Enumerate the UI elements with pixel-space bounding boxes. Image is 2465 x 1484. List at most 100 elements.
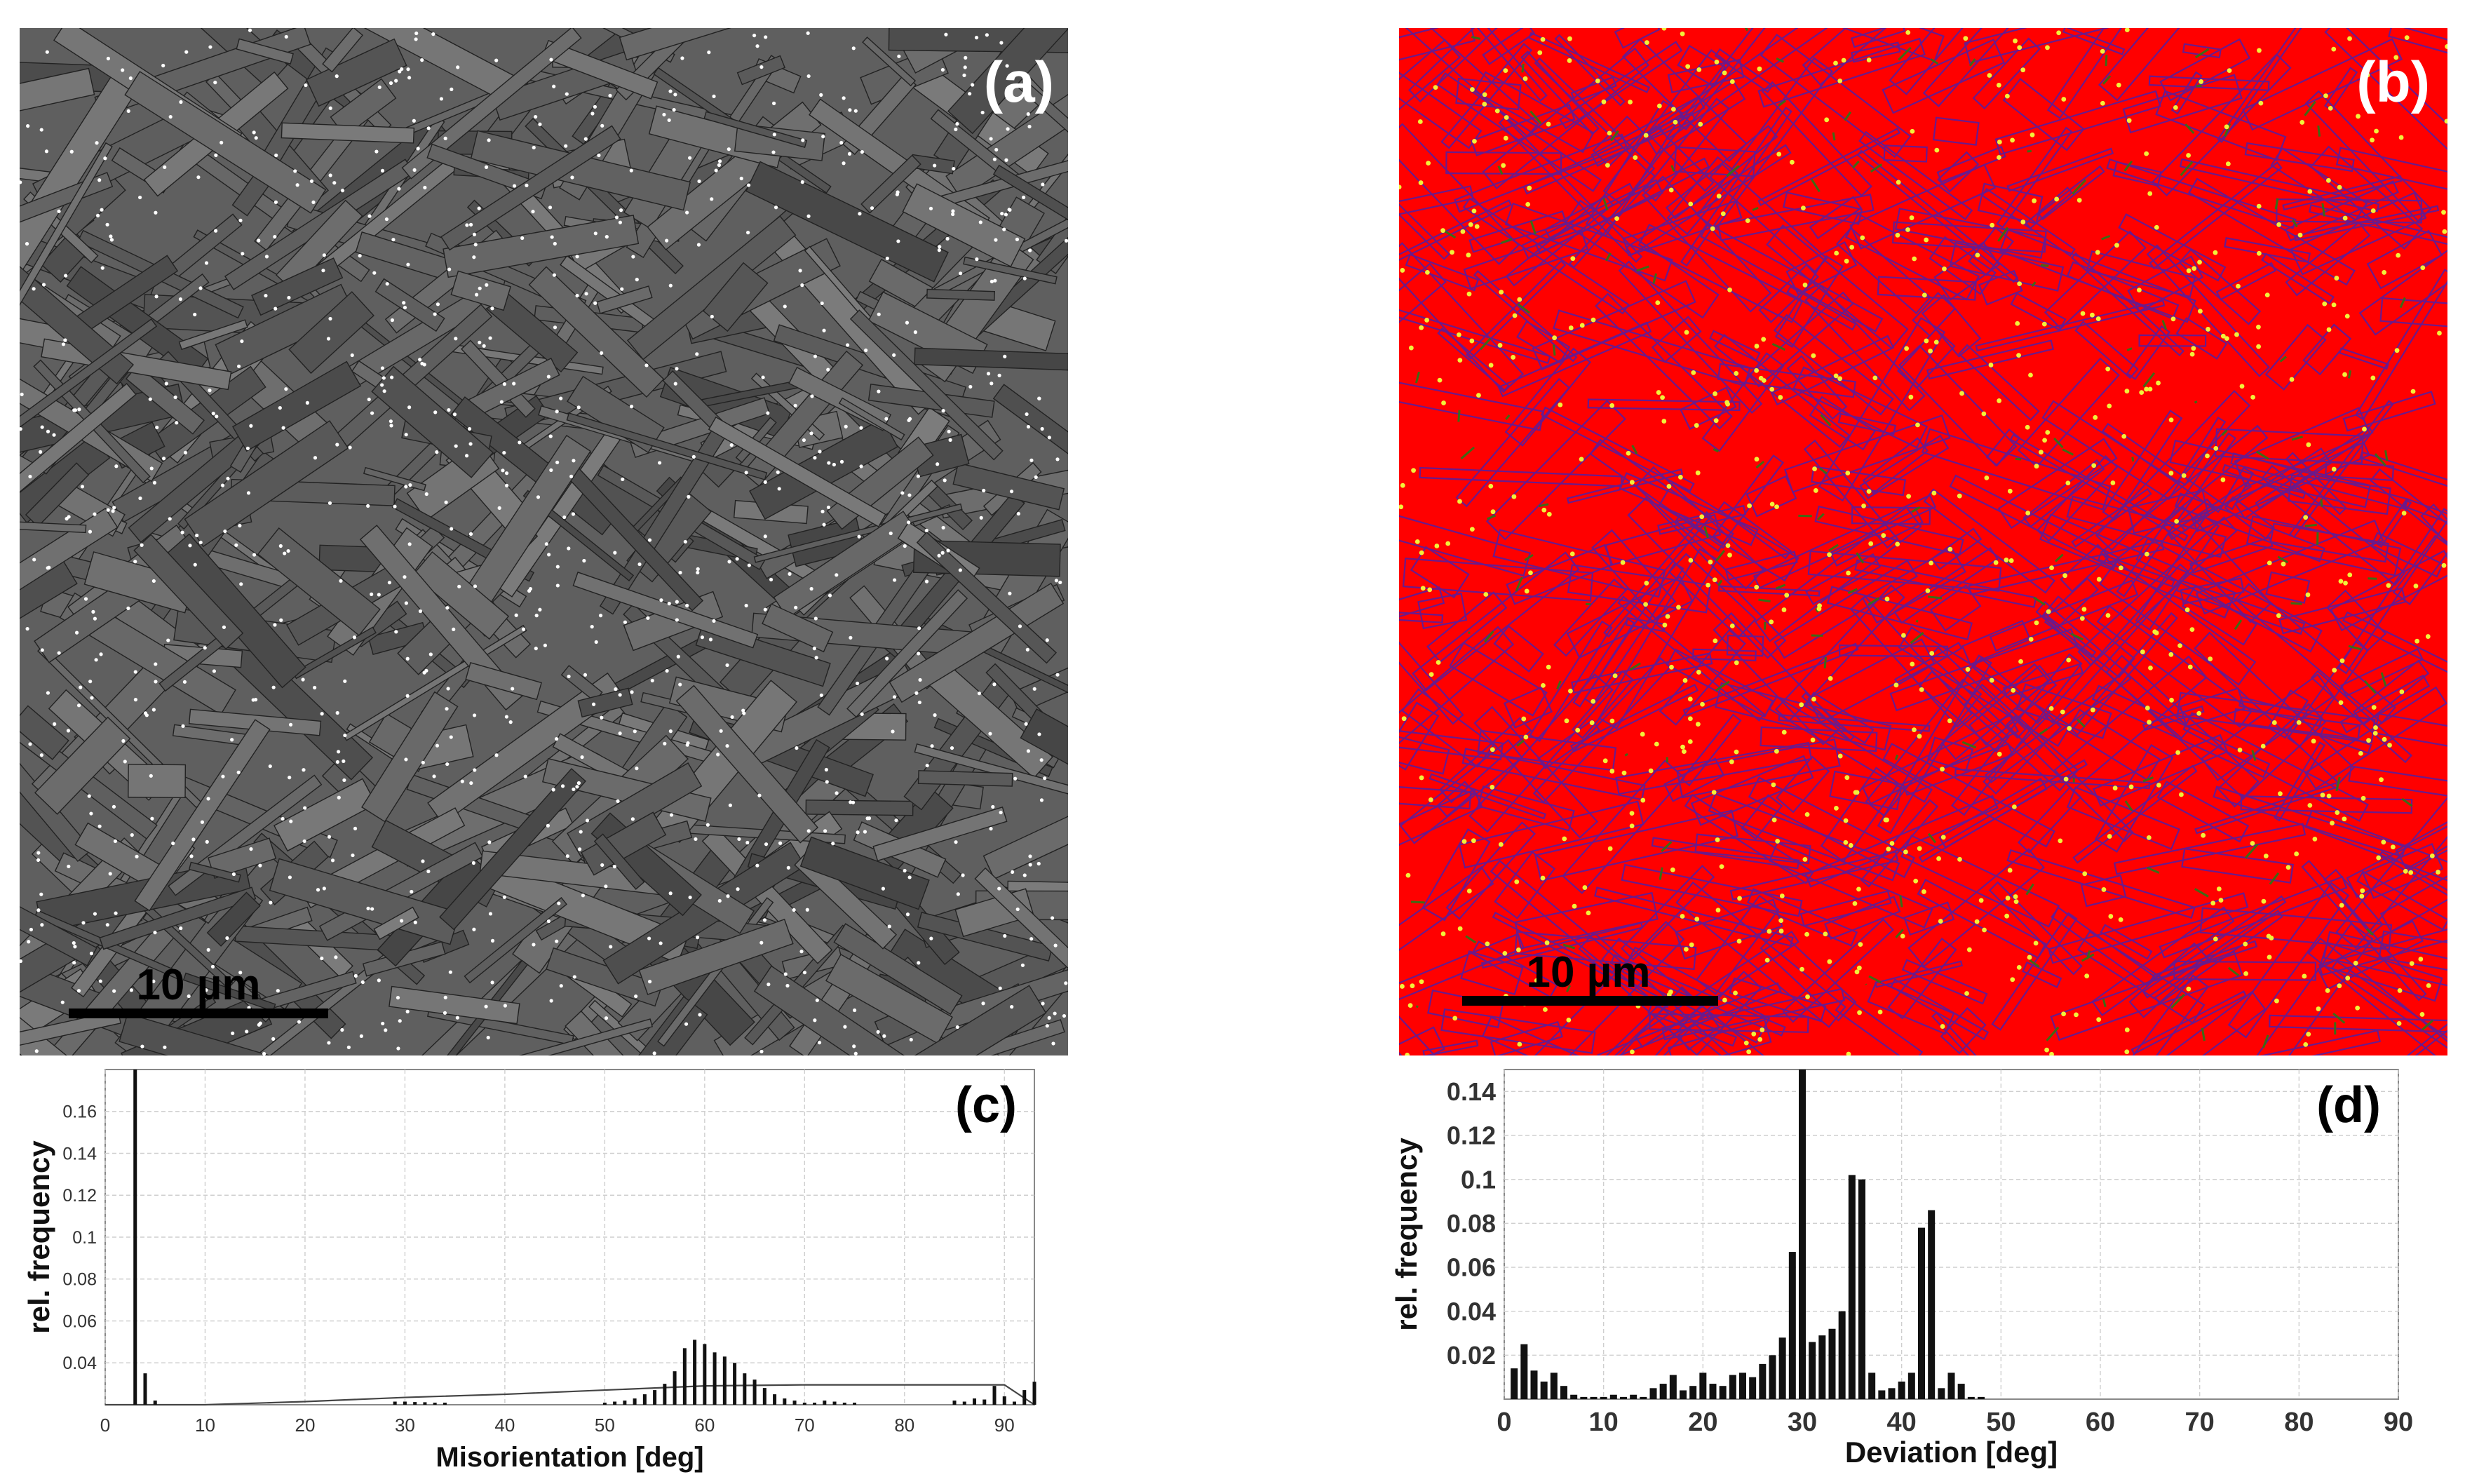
precipitate-dot <box>155 425 159 430</box>
boundary-shape <box>1783 191 1863 225</box>
precipitate-dot <box>74 630 79 635</box>
particle-dot <box>2224 336 2229 341</box>
precipitate-dot <box>154 295 158 299</box>
lath-shape <box>20 229 135 385</box>
precipitate-dot <box>815 998 819 1002</box>
particle-dot <box>2147 386 2153 392</box>
precipitate-dot <box>907 520 911 525</box>
precipitate-dot <box>673 93 677 97</box>
precipitate-dot <box>97 824 102 828</box>
boundary-shape <box>1901 959 1988 1005</box>
particle-dot <box>2090 312 2095 318</box>
precipitate-dot <box>809 431 813 436</box>
particle-dot <box>2366 738 2371 743</box>
precipitate-dot <box>93 912 97 916</box>
particle-dot <box>1570 256 1576 262</box>
boundary-shape <box>1929 584 1982 632</box>
histogram-bar <box>842 1403 846 1405</box>
precipitate-dot <box>487 138 491 142</box>
particle-dot <box>2331 46 2337 52</box>
particle-dot <box>2429 854 2435 858</box>
histogram-bar <box>1749 1377 1757 1399</box>
precipitate-dot <box>1041 182 1045 187</box>
boundary-shape <box>1760 929 1857 1022</box>
precipitate-dot <box>719 729 723 733</box>
particle-dot <box>2110 480 2116 485</box>
ebsd-background <box>1399 28 2447 1055</box>
boundary-shape <box>1912 292 1957 337</box>
precipitate-dot <box>175 421 179 425</box>
precipitate-dot <box>412 119 416 123</box>
precipitate-dot <box>313 456 318 460</box>
precipitate-dot <box>389 424 393 428</box>
x-tick-label: 20 <box>1688 1408 1717 1437</box>
precipitate-dot <box>490 938 495 943</box>
particle-dot <box>1729 759 1734 764</box>
precipitate-dot <box>612 865 616 869</box>
particle-dot <box>2234 332 2239 337</box>
particle-dot <box>1655 300 1661 306</box>
particle-dot <box>1643 602 1648 607</box>
boundary-shape <box>2105 654 2260 800</box>
precipitate-dot <box>1011 870 1015 874</box>
boundary-shape <box>2022 961 2062 988</box>
plot-frame <box>1504 1069 2399 1400</box>
particle-dot <box>2420 265 2426 271</box>
particle-dot <box>2372 731 2378 736</box>
precipitate-dot <box>778 841 783 845</box>
particle-dot <box>2256 250 2262 256</box>
precipitate-dot <box>571 512 576 516</box>
particle-dot <box>2337 983 2342 989</box>
histogram-bar <box>393 1401 397 1405</box>
y-tick-label: 0.08 <box>62 1270 97 1290</box>
boundary-shape <box>1493 625 1544 673</box>
precipitate-dot <box>998 986 1002 990</box>
boundary-shape <box>1997 438 2118 529</box>
precipitate-dot <box>91 609 95 614</box>
y-tick-label: 0.12 <box>62 1186 97 1206</box>
precipitate-dot <box>657 461 662 465</box>
y-tick-label: 0.06 <box>1447 1253 1496 1282</box>
particle-dot <box>2033 940 2039 946</box>
particle-dot <box>2227 68 2232 74</box>
particle-dot <box>1457 499 1462 504</box>
green-boundary <box>1521 63 1525 73</box>
particle-dot <box>1700 701 1705 707</box>
precipitate-dot <box>128 76 133 81</box>
particle-dot <box>2359 893 2365 899</box>
precipitate-dot <box>464 454 469 458</box>
particle-dot <box>1656 103 1662 109</box>
precipitate-dot <box>946 548 950 553</box>
precipitate-dot <box>763 534 767 539</box>
precipitate-dot <box>567 546 571 551</box>
precipitate-dot <box>583 673 588 677</box>
green-boundary <box>1771 343 1785 351</box>
lath-shape <box>99 886 257 950</box>
boundary-shape <box>1859 434 1950 499</box>
precipitate-dot <box>61 342 66 346</box>
histogram-bar <box>1778 1337 1786 1399</box>
histogram-bar <box>443 1403 447 1405</box>
particle-dot <box>1472 138 1477 144</box>
precipitate-dot <box>405 656 410 661</box>
precipitate-dot <box>486 1035 490 1040</box>
particle-dot <box>2256 344 2261 349</box>
precipitate-dot <box>311 200 316 205</box>
precipitate-dot <box>794 605 798 609</box>
green-boundary <box>2102 998 2107 1008</box>
precipitate-dot <box>334 955 338 959</box>
precipitate-dot <box>994 238 998 242</box>
particle-dot <box>2258 100 2264 106</box>
particle-dot <box>2408 870 2414 875</box>
particle-dot <box>2303 1041 2309 1047</box>
particle-dot <box>1630 1049 1635 1055</box>
precipitate-dot <box>575 785 579 789</box>
precipitate-dot <box>377 85 381 90</box>
boundary-shape <box>2342 611 2447 702</box>
histogram-bar <box>1838 1311 1846 1399</box>
histogram-bar <box>1032 1382 1036 1405</box>
particle-dot <box>1569 551 1575 557</box>
precipitate-dot <box>698 1013 702 1017</box>
x-tick-label: 90 <box>994 1415 1015 1436</box>
particle-dot <box>2362 426 2367 432</box>
